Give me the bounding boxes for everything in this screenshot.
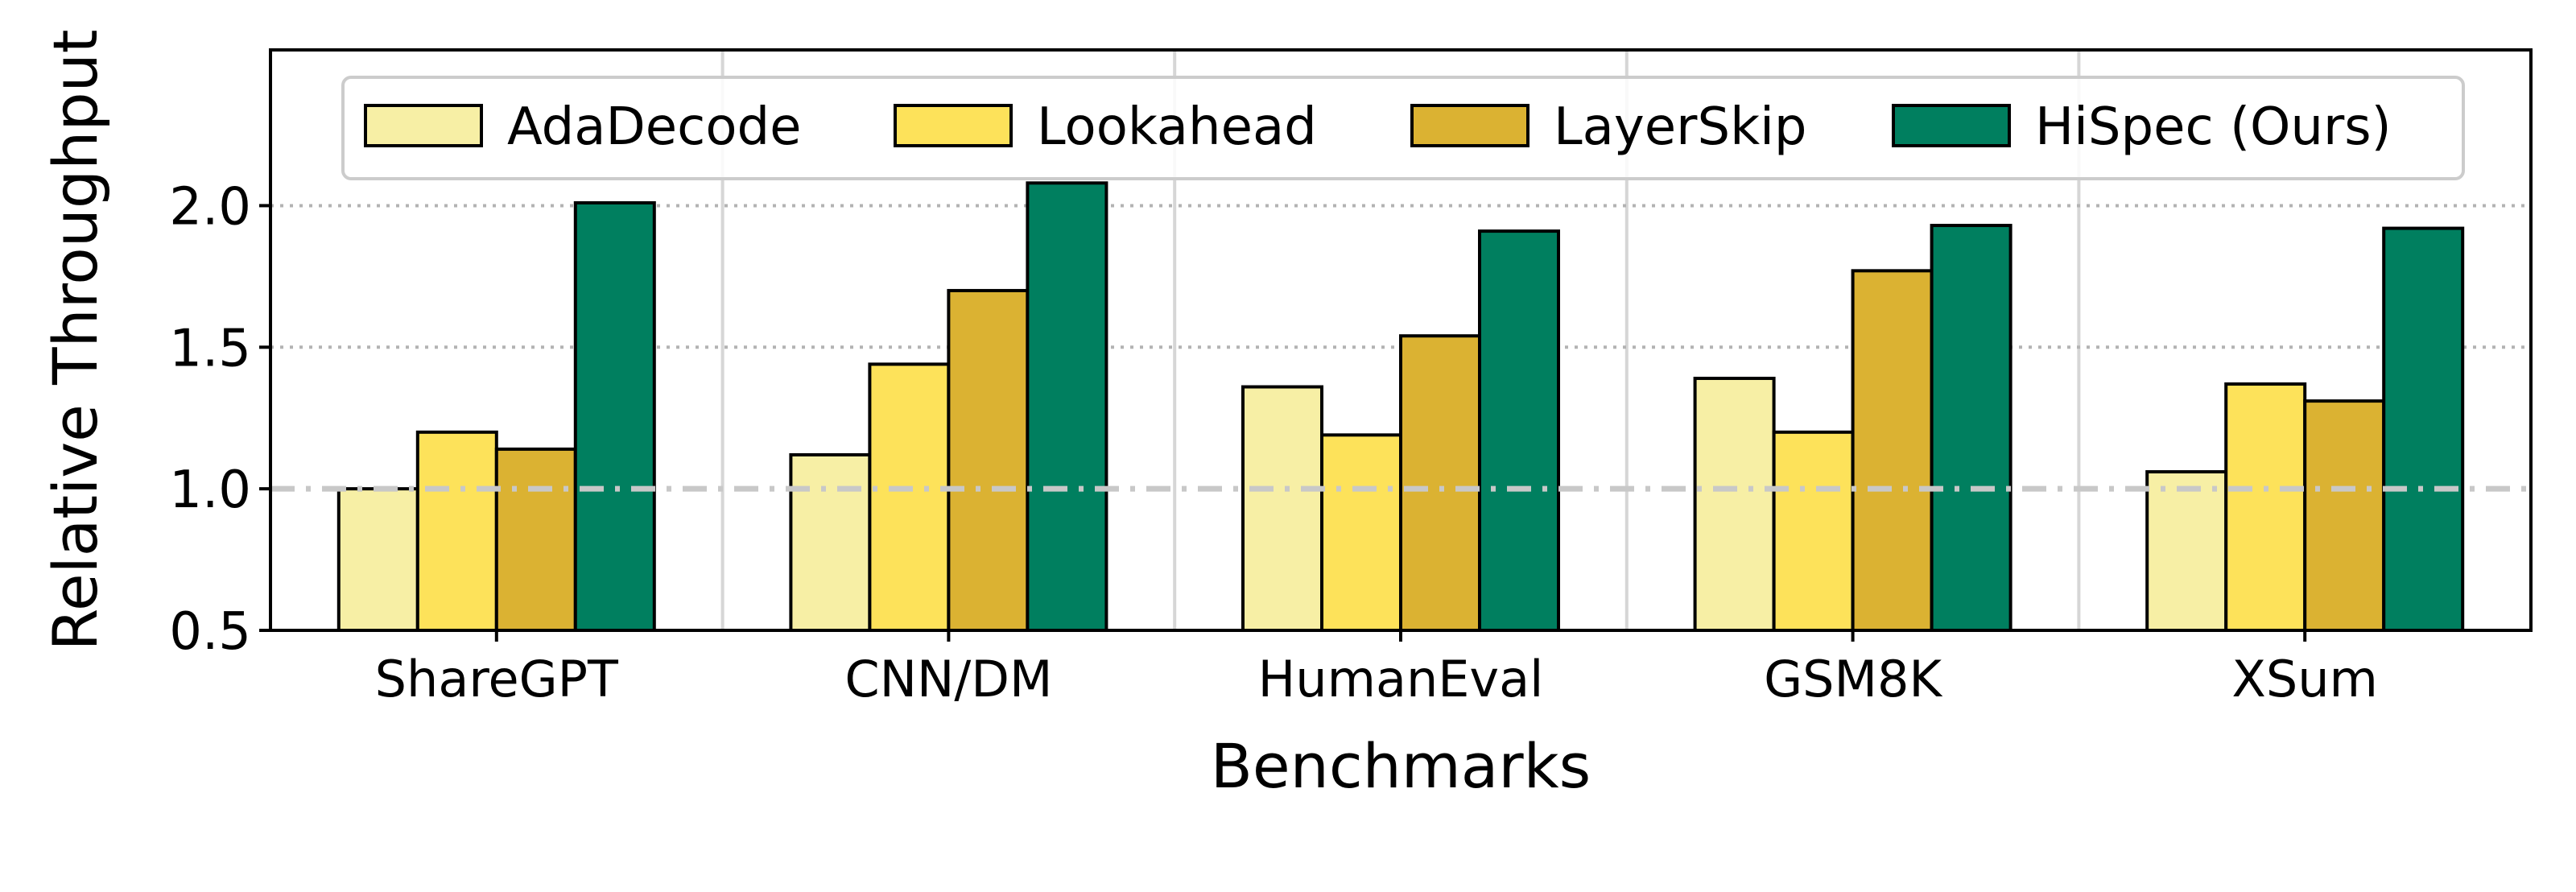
bar-adadecode-cnn-dm xyxy=(789,452,872,632)
y-tick-label: 2.0 xyxy=(169,177,251,237)
axis-ticks: 0.5 1.0 1.5 2.0 ShareGPT CNN/DM HumanEval GSM8K… xyxy=(169,177,2378,708)
legend-label: HiSpec (Ours) xyxy=(2035,97,2392,157)
x-tick-label: ShareGPT xyxy=(375,650,619,708)
bar-layerskip-cnn-dm xyxy=(947,288,1030,632)
x-tick-label: GSM8K xyxy=(1764,650,1942,708)
bar-hispec-ours-cnn-dm xyxy=(1026,181,1108,633)
bar-layerskip-gsm8k xyxy=(1851,269,1934,632)
legend-swatch xyxy=(364,104,483,147)
bar-layerskip-sharegpt xyxy=(494,447,577,632)
bars xyxy=(336,181,2465,633)
x-tick-label: CNN/DM xyxy=(844,650,1052,708)
y-axis-title: Relative Throughput xyxy=(39,29,111,650)
bar-hispec-ours-sharegpt xyxy=(573,200,656,633)
bar-adadecode-gsm8k xyxy=(1693,376,1776,632)
bar-lookahead-gsm8k xyxy=(1772,430,1855,632)
bar-lookahead-cnn-dm xyxy=(868,362,951,632)
bar-lookahead-sharegpt xyxy=(415,430,498,632)
bar-hispec-ours-xsum xyxy=(2382,226,2465,632)
legend: AdaDecode Lookahead LayerSkip HiSpec (Ours) xyxy=(341,76,2465,180)
bar-layerskip-xsum xyxy=(2303,399,2386,632)
bar-adadecode-sharegpt xyxy=(336,487,419,633)
bar-adadecode-xsum xyxy=(2145,470,2228,632)
y-tick-label: 1.5 xyxy=(169,319,251,378)
x-tick-label: HumanEval xyxy=(1258,650,1544,708)
x-tick-label: XSum xyxy=(2231,650,2378,708)
bar-layerskip-humaneval xyxy=(1399,334,1481,632)
legend-label: Lookahead xyxy=(1037,97,1317,157)
x-axis-title: Benchmarks xyxy=(1211,730,1591,802)
y-tick-label: 0.5 xyxy=(169,602,251,662)
legend-swatch xyxy=(894,104,1013,147)
bar-hispec-ours-humaneval xyxy=(1478,229,1560,632)
y-tick-label: 1.0 xyxy=(169,460,251,520)
bar-hispec-ours-gsm8k xyxy=(1930,224,2013,632)
legend-label: LayerSkip xyxy=(1554,97,1807,157)
bar-adadecode-humaneval xyxy=(1241,385,1323,632)
bar-lookahead-humaneval xyxy=(1320,433,1402,633)
legend-swatch xyxy=(1410,104,1530,147)
legend-swatch xyxy=(1892,104,2011,147)
legend-box xyxy=(341,76,2465,180)
legend-label: AdaDecode xyxy=(507,97,802,157)
bar-lookahead-xsum xyxy=(2224,382,2307,632)
